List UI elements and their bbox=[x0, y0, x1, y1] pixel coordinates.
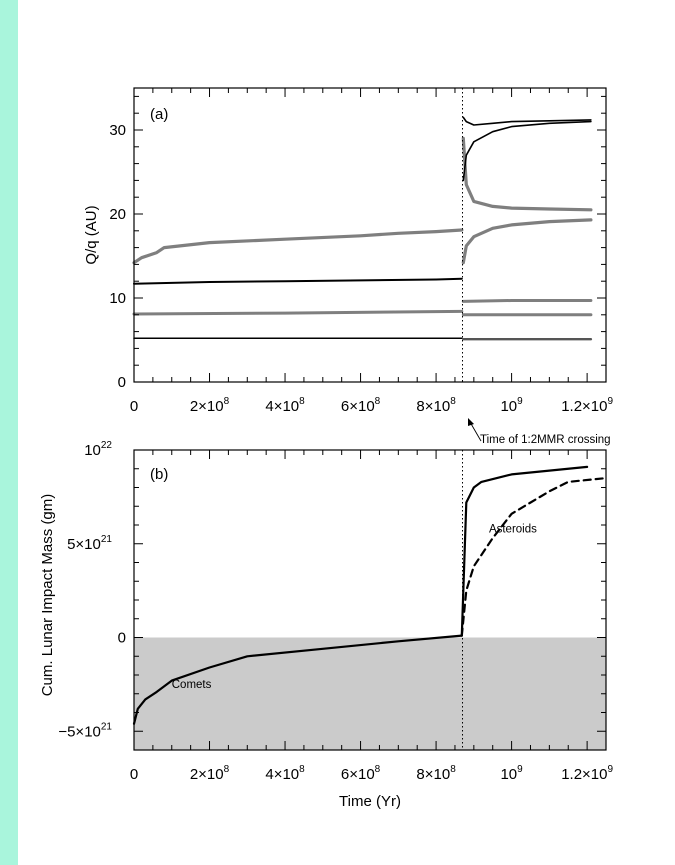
panel-b-x-tick-label: 0 bbox=[130, 766, 138, 783]
panel-b-y-tick-label: 5×1021 bbox=[67, 534, 112, 553]
panel-a-x-tick-label: 2×108 bbox=[190, 396, 230, 415]
panel-a-frame bbox=[133, 87, 607, 383]
mmr-crossing-label: Time of 1:2MMR crossing bbox=[480, 434, 611, 446]
panel-a-series bbox=[132, 116, 593, 341]
panel-b: 0 2×108 4×108 6×108 8×108 109 1.2×109 −5×1021 0… bbox=[39, 440, 613, 810]
panel-b-y-tick-labels: −5×1021 0 5×1021 1022 bbox=[58, 440, 126, 740]
panel-a-y-tick-label: 10 bbox=[109, 290, 126, 307]
panel-a-y-tick-label: 0 bbox=[118, 374, 126, 391]
panel-a-series-1 bbox=[461, 136, 593, 212]
panel-a-series-5 bbox=[462, 120, 592, 182]
panel-a-x-tick-label: 8×108 bbox=[416, 396, 456, 415]
panel-b-series-1 bbox=[460, 465, 589, 637]
panel-b-shaded-region bbox=[134, 637, 606, 750]
panel-a-x-tick-label: 6×108 bbox=[341, 396, 381, 415]
panel-b-x-tick-label: 2×108 bbox=[190, 764, 230, 783]
annotation-comets: Comets bbox=[172, 679, 212, 691]
panel-a-ticks bbox=[133, 88, 607, 383]
panel-b-x-tick-label: 1.2×109 bbox=[561, 764, 613, 783]
panel-b-y-tick-label: 1022 bbox=[84, 440, 112, 459]
panel-b-x-tick-label: 4×108 bbox=[265, 764, 305, 783]
panel-b-x-tick-label: 6×108 bbox=[341, 764, 381, 783]
panel-b-y-axis-label: Cum. Lunar Impact Mass (gm) bbox=[39, 494, 56, 697]
panel-a-y-tick-label: 30 bbox=[109, 122, 126, 139]
panel-a-series-2 bbox=[461, 218, 593, 265]
panel-a-x-tick-label: 4×108 bbox=[265, 396, 305, 415]
panel-a-x-tick-label: 109 bbox=[500, 396, 523, 415]
panel-b-x-tick-labels: 0 2×108 4×108 6×108 8×108 109 1.2×109 bbox=[130, 764, 614, 783]
panel-a-series-7 bbox=[461, 299, 593, 303]
panel-a-x-tick-labels: 0 2×108 4×108 6×108 8×108 109 1.2×109 bbox=[130, 396, 614, 415]
panel-a-series-0 bbox=[132, 228, 464, 265]
panel-b-y-tick-label: −5×1021 bbox=[58, 721, 112, 740]
panel-a-series-4 bbox=[462, 116, 592, 126]
annotation-asteroids: Asteroids bbox=[489, 524, 537, 536]
panel-b-series-0 bbox=[132, 634, 463, 725]
panel-a-series-3 bbox=[133, 277, 463, 285]
panel-b-x-tick-label: 8×108 bbox=[416, 764, 456, 783]
panel-b-ticks bbox=[133, 449, 607, 751]
panel-a-y-axis-label: Q/q (AU) bbox=[83, 205, 100, 264]
panel-a-label: (a) bbox=[150, 106, 168, 123]
panel-b-x-tick-label: 109 bbox=[500, 764, 523, 783]
panel-b-y-tick-label: 0 bbox=[118, 630, 126, 647]
panel-b-series-2 bbox=[460, 477, 608, 637]
panel-a-x-tick-label: 0 bbox=[130, 398, 138, 415]
x-axis-label: Time (Yr) bbox=[339, 793, 401, 810]
panel-a-y-tick-label: 20 bbox=[109, 206, 126, 223]
panel-a-series-6 bbox=[132, 309, 464, 316]
mmr-crossing-annotation: Time of 1:2MMR crossing bbox=[468, 418, 611, 446]
panel-a-x-tick-label: 1.2×109 bbox=[561, 396, 613, 415]
panel-a-y-tick-labels: 0 10 20 30 bbox=[109, 122, 126, 391]
mmr-arrow-shaft bbox=[469, 421, 482, 442]
panel-b-series bbox=[132, 465, 608, 725]
panel-b-label: (b) bbox=[150, 466, 168, 483]
mmr-arrow-head bbox=[468, 418, 474, 426]
panel-a: 0 2×108 4×108 6×108 8×108 109 1.2×109 0102030 … bbox=[83, 87, 614, 415]
